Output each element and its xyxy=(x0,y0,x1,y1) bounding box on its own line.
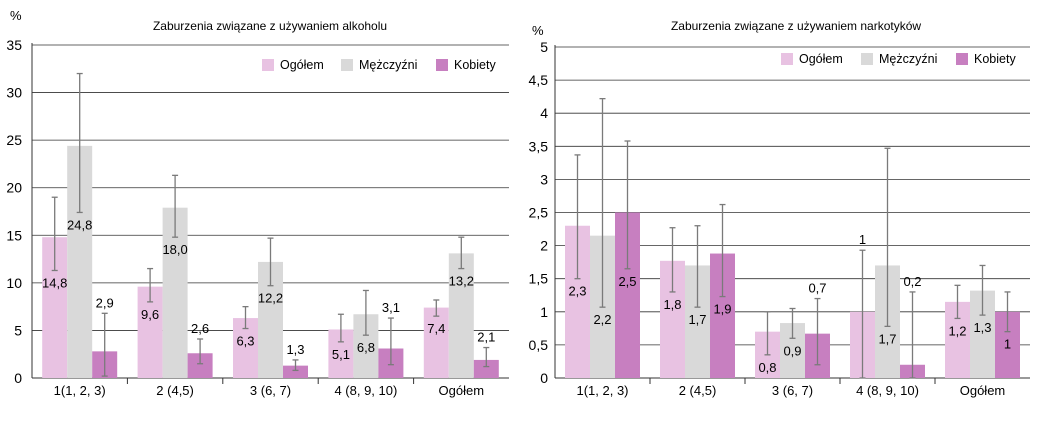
y-tick-label: 2 xyxy=(540,238,548,254)
y-tick-label: 4 xyxy=(540,105,548,121)
y-unit-label: % xyxy=(10,8,22,23)
data-label: 1 xyxy=(859,232,866,247)
data-label: 0,8 xyxy=(758,360,776,375)
legend-swatch-kobiety xyxy=(956,53,968,65)
y-tick-label: 25 xyxy=(6,132,22,148)
legend-label: Mężczyźni xyxy=(359,58,417,72)
y-tick-label: 1 xyxy=(540,304,548,320)
y-unit-label: % xyxy=(532,23,544,38)
x-tick-label: 3 (6, 7) xyxy=(772,383,813,398)
legend-swatch-ogolem xyxy=(262,59,274,71)
data-label: 6,3 xyxy=(236,334,254,349)
data-label: 1,8 xyxy=(663,297,681,312)
data-label: 0,2 xyxy=(903,274,921,289)
data-label: 2,2 xyxy=(593,312,611,327)
x-tick-label: 4 (8, 9, 10) xyxy=(334,383,397,398)
data-label: 3,1 xyxy=(382,300,400,315)
y-tick-label: 2,5 xyxy=(529,205,549,221)
bar-mezczyzni xyxy=(449,253,474,378)
x-tick-label: 3 (6, 7) xyxy=(250,383,291,398)
legend-swatch-mezczyzni xyxy=(341,59,353,71)
data-label: 5,1 xyxy=(332,347,350,362)
data-label: 14,8 xyxy=(42,275,67,290)
x-tick-label: Ogółem xyxy=(960,383,1006,398)
data-label: 1,3 xyxy=(973,320,991,335)
data-label: 2,3 xyxy=(568,284,586,299)
x-tick-label: 1(1, 2, 3) xyxy=(576,383,628,398)
data-label: 13,2 xyxy=(449,274,474,289)
chart-title: Zaburzenia związane z używaniem alkoholu xyxy=(153,19,387,33)
x-tick-label: 4 (8, 9, 10) xyxy=(856,383,919,398)
data-label: 2,9 xyxy=(96,295,114,310)
data-label: 0,9 xyxy=(783,343,801,358)
chart-title: Zaburzenia związane z używaniem narkotyk… xyxy=(671,19,921,33)
x-tick-label: 1(1, 2, 3) xyxy=(54,383,106,398)
data-label: 9,6 xyxy=(141,307,159,322)
y-tick-label: 5 xyxy=(14,322,22,338)
legend-swatch-ogolem xyxy=(781,53,793,65)
y-tick-label: 15 xyxy=(6,227,22,243)
y-tick-label: 0 xyxy=(14,370,22,386)
y-tick-label: 3 xyxy=(540,171,548,187)
data-label: 1,2 xyxy=(948,323,966,338)
legend-label: Mężczyźni xyxy=(879,52,937,66)
data-label: 0,7 xyxy=(808,281,826,296)
legend-label: Ogółem xyxy=(280,58,324,72)
x-tick-label: 2 (4,5) xyxy=(679,383,717,398)
data-label: 2,6 xyxy=(191,321,209,336)
legend-label: Kobiety xyxy=(454,58,496,72)
x-tick-label: 2 (4,5) xyxy=(156,383,194,398)
y-tick-label: 3,5 xyxy=(529,138,549,154)
data-label: 1,3 xyxy=(286,342,304,357)
y-tick-label: 10 xyxy=(6,275,22,291)
y-tick-label: 20 xyxy=(6,180,22,196)
legend-swatch-mezczyzni xyxy=(861,53,873,65)
data-label: 24,8 xyxy=(67,217,92,232)
data-label: 18,0 xyxy=(162,242,187,257)
y-tick-label: 35 xyxy=(6,37,22,53)
legend-swatch-kobiety xyxy=(436,59,448,71)
y-tick-label: 0,5 xyxy=(529,337,549,353)
bar-ogolem xyxy=(424,308,449,378)
x-tick-label: Ogółem xyxy=(439,383,485,398)
data-label: 1,7 xyxy=(688,312,706,327)
data-label: 7,4 xyxy=(427,321,445,336)
data-label: 1 xyxy=(1004,337,1011,352)
y-tick-label: 4,5 xyxy=(529,72,549,88)
data-label: 2,5 xyxy=(618,274,636,289)
data-label: 2,1 xyxy=(477,330,495,345)
data-label: 1,9 xyxy=(713,302,731,317)
legend-label: Ogółem xyxy=(799,52,843,66)
y-tick-label: 1,5 xyxy=(529,271,549,287)
legend-label: Kobiety xyxy=(974,52,1016,66)
data-label: 1,7 xyxy=(878,331,896,346)
y-tick-label: 5 xyxy=(540,39,548,55)
y-tick-label: 30 xyxy=(6,85,22,101)
data-label: 6,8 xyxy=(357,340,375,355)
data-label: 12,2 xyxy=(258,291,283,306)
y-tick-label: 0 xyxy=(540,370,548,386)
